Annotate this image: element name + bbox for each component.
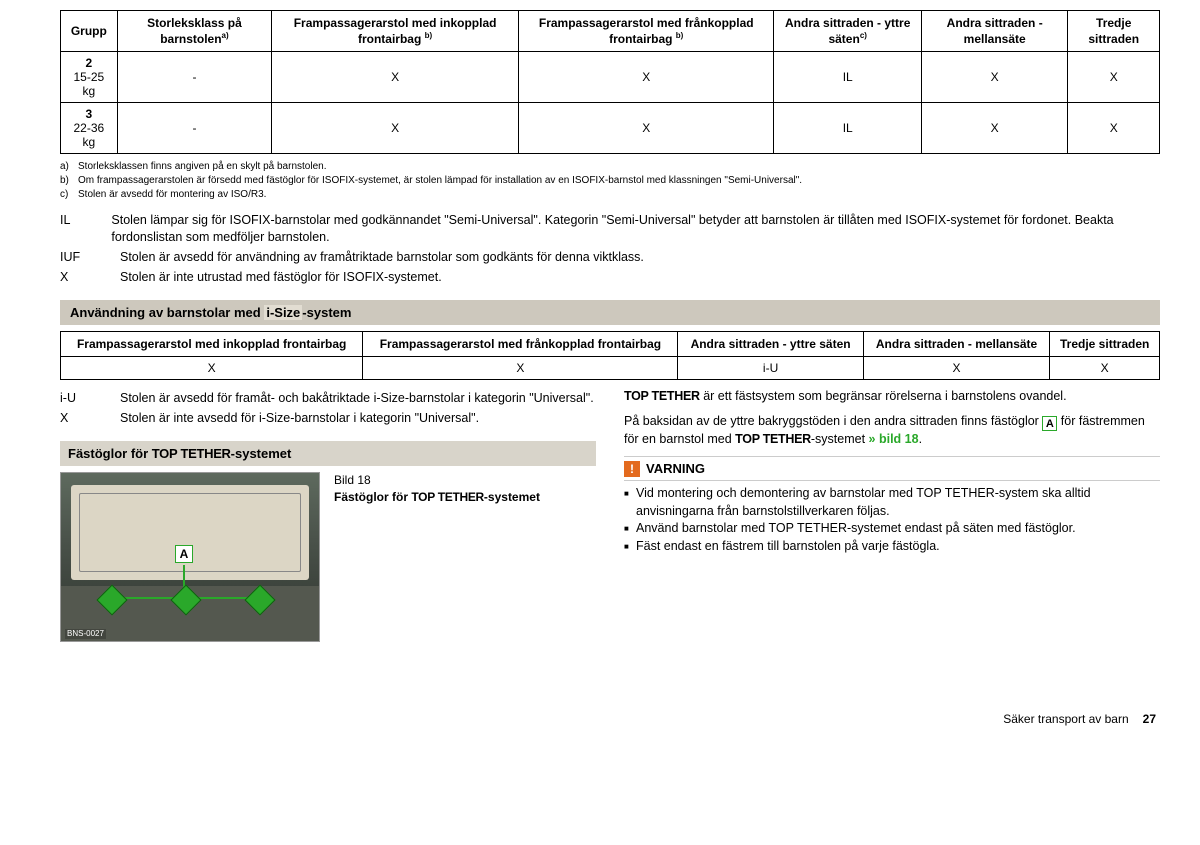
th-row2-mid: Andra sittraden - mellansäte	[921, 11, 1068, 52]
cell: X	[921, 52, 1068, 103]
warning-box: ! VARNING ■Vid montering och demontering…	[624, 456, 1160, 560]
heading-isize: Användning av barnstolar med i-Size-syst…	[60, 300, 1160, 325]
cell: X	[272, 103, 519, 154]
figure-code: BNS-0027	[65, 629, 106, 640]
page: Grupp Storleksklass på barnstolena) Fram…	[0, 0, 1200, 746]
table-row: 2 15-25 kg - X X IL X X	[61, 52, 1160, 103]
th-front-on: Frampassagerarstol med inkopplad frontai…	[272, 11, 519, 52]
th: Andra sittraden - yttre säten	[678, 331, 863, 356]
th-size: Storleksklass på barnstolena)	[117, 11, 272, 52]
isize-table: Frampassagerarstol med inkopplad frontai…	[60, 331, 1160, 380]
two-column-layout: i-UStolen är avsedd för framåt- och bakå…	[60, 388, 1160, 642]
cell: -	[117, 52, 272, 103]
th-row2-outer: Andra sittraden - yttre sätenc)	[774, 11, 921, 52]
th-row3: Tredje sittraden	[1068, 11, 1160, 52]
page-footer: Säker transport av barn27	[60, 712, 1160, 726]
cell: -	[117, 103, 272, 154]
cell: X	[863, 357, 1050, 380]
warning-item: Vid montering och demontering av barnsto…	[636, 485, 1160, 520]
cell: X	[272, 52, 519, 103]
cell: IL	[774, 52, 921, 103]
warning-item: Använd barnstolar med TOP TETHER-systeme…	[636, 520, 1076, 538]
cell: IL	[774, 103, 921, 154]
cell: X	[363, 357, 678, 380]
warning-heading: ! VARNING	[624, 456, 1160, 482]
cell: X	[519, 103, 774, 154]
top-tether-label: TOP TETHER	[624, 389, 700, 403]
cell: i-U	[678, 357, 863, 380]
cell-group: 3 22-36 kg	[61, 103, 118, 154]
warning-item: Fäst endast en fästrem till barnstolen p…	[636, 538, 940, 556]
th-front-off: Frampassagerarstol med frånkopplad front…	[519, 11, 774, 52]
th-group: Grupp	[61, 11, 118, 52]
cell-group: 2 15-25 kg	[61, 52, 118, 103]
table-row: 3 22-36 kg - X X IL X X	[61, 103, 1160, 154]
cell: X	[921, 103, 1068, 154]
isofix-table: Grupp Storleksklass på barnstolena) Fram…	[60, 10, 1160, 154]
figure-callout-a: A	[175, 545, 193, 563]
subheading-top-tether: Fästöglor för TOP TETHER-systemet	[60, 441, 596, 467]
right-column: TOP TETHER är ett fästsystem som begräns…	[624, 388, 1160, 642]
page-number: 27	[1143, 712, 1156, 726]
link-bild-18[interactable]: » bild 18	[869, 432, 919, 446]
cell: X	[519, 52, 774, 103]
th: Frampassagerarstol med inkopplad frontai…	[61, 331, 363, 356]
figure-block: A BNS-0027 Bild 18 Fästöglor för TOP TET…	[60, 472, 596, 642]
cell: X	[1068, 103, 1160, 154]
cell: X	[1050, 357, 1160, 380]
footnotes: a)Storleksklassen finns angiven på en sk…	[60, 160, 1160, 202]
callout-a-icon: A	[1042, 416, 1057, 431]
th: Tredje sittraden	[1050, 331, 1160, 356]
th: Frampassagerarstol med frånkopplad front…	[363, 331, 678, 356]
cell: X	[1068, 52, 1160, 103]
table-row: X X i-U X X	[61, 357, 1160, 380]
legend-isofix: ILStolen lämpar sig för ISOFIX-barnstola…	[60, 212, 1160, 286]
figure-image: A BNS-0027	[60, 472, 320, 642]
warning-icon: !	[624, 461, 640, 477]
left-column: i-UStolen är avsedd för framåt- och bakå…	[60, 388, 596, 642]
cell: X	[61, 357, 363, 380]
legend-isize: i-UStolen är avsedd för framåt- och bakå…	[60, 390, 596, 427]
th: Andra sittraden - mellansäte	[863, 331, 1050, 356]
figure-caption: Bild 18 Fästöglor för TOP TETHER-systeme…	[334, 472, 540, 642]
